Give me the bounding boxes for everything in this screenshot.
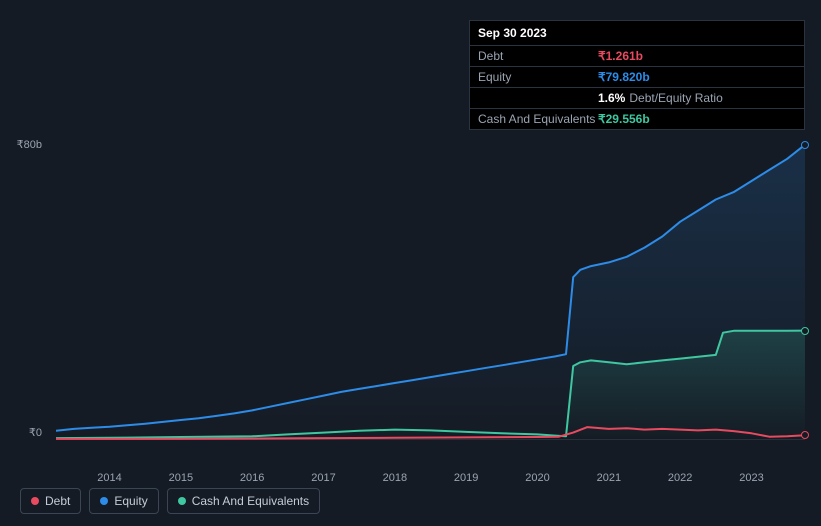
tooltip-date: Sep 30 2023 bbox=[470, 21, 804, 46]
legend-cash-dot-icon bbox=[178, 497, 186, 505]
end-marker-equity bbox=[801, 141, 809, 149]
tooltip-debt-label: Debt bbox=[478, 49, 598, 63]
y-axis-label-min: ₹0 bbox=[12, 426, 42, 439]
tooltip-ratio-pct: 1.6% bbox=[598, 91, 625, 105]
tooltip-debt-value: ₹1.261b bbox=[598, 49, 643, 63]
x-axis-label: 2022 bbox=[668, 472, 692, 484]
tooltip-ratio-label: Debt/Equity Ratio bbox=[629, 91, 722, 105]
legend-debt-dot-icon bbox=[31, 497, 39, 505]
tooltip-equity-value: ₹79.820b bbox=[598, 70, 650, 84]
x-axis-label: 2021 bbox=[597, 472, 621, 484]
legend-equity[interactable]: Equity bbox=[89, 488, 158, 514]
x-axis-label: 2019 bbox=[454, 472, 478, 484]
legend-equity-label: Equity bbox=[114, 494, 147, 508]
tooltip-debt-row: Debt ₹1.261b bbox=[470, 46, 804, 67]
tooltip-equity-row: Equity ₹79.820b bbox=[470, 67, 804, 88]
legend-cash[interactable]: Cash And Equivalents bbox=[167, 488, 320, 514]
end-marker-cash bbox=[801, 327, 809, 335]
legend-cash-label: Cash And Equivalents bbox=[192, 494, 309, 508]
legend: Debt Equity Cash And Equivalents bbox=[20, 488, 320, 514]
legend-debt[interactable]: Debt bbox=[20, 488, 81, 514]
x-axis-label: 2015 bbox=[169, 472, 193, 484]
tooltip-equity-label: Equity bbox=[478, 70, 598, 84]
end-marker-debt bbox=[801, 431, 809, 439]
y-axis-label-max: ₹80b bbox=[12, 138, 42, 151]
x-axis-label: 2018 bbox=[383, 472, 407, 484]
x-axis-label: 2016 bbox=[240, 472, 264, 484]
legend-debt-label: Debt bbox=[45, 494, 70, 508]
tooltip-ratio-spacer bbox=[478, 91, 598, 105]
x-axis-label: 2014 bbox=[97, 472, 121, 484]
x-axis-labels: 2014 2015 2016 2017 2018 2019 2020 2021 2022 2023 bbox=[56, 472, 805, 488]
chart-svg bbox=[56, 144, 805, 440]
x-axis-label: 2020 bbox=[525, 472, 549, 484]
tooltip-ratio-row: 1.6% Debt/Equity Ratio bbox=[470, 88, 804, 109]
x-axis-label: 2023 bbox=[739, 472, 763, 484]
x-axis-label: 2017 bbox=[311, 472, 335, 484]
legend-equity-dot-icon bbox=[100, 497, 108, 505]
data-tooltip: Sep 30 2023 Debt ₹1.261b Equity ₹79.820b… bbox=[469, 20, 805, 130]
chart-area: ₹80b ₹0 20142015201620172018201920202021… bbox=[20, 120, 805, 470]
